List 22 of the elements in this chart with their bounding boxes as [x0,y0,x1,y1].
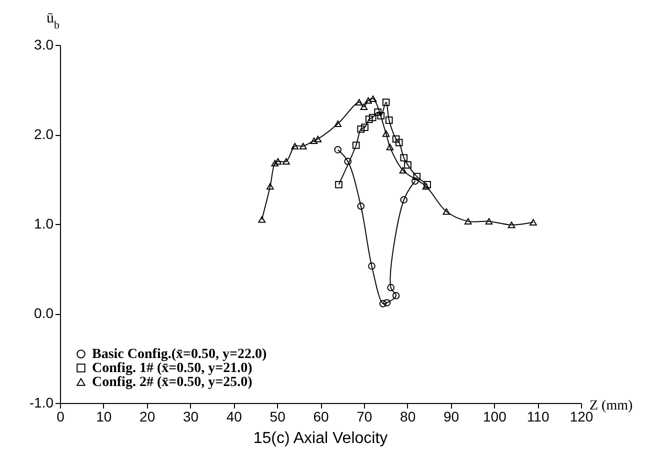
y-tick-label: 1.0 [34,216,54,232]
x-tick-label: 10 [96,408,112,424]
legend-label: Basic Config.(x̄=0.50, y=22.0) [92,347,267,362]
x-tick-label: 40 [226,408,242,424]
text: 15(c) Axial Velocity [253,430,388,447]
legend-label: Config. 2# (x̄=0.50, y=25.0) [92,375,253,390]
x-tick-label: 0 [56,408,65,424]
x-tick-label: 20 [140,408,156,424]
y-tick-label: 3.0 [34,36,54,52]
x-tick-label: 70 [356,408,372,424]
x-tick-label: 60 [313,408,329,424]
x-tick-label: 110 [526,408,550,424]
x-tick-label: 90 [443,408,460,424]
y-tick-label: 0.0 [34,305,54,321]
x-tick-label: 100 [482,408,507,424]
y-tick-label: -1.0 [29,394,54,410]
y-axis-title: ū$_{b}$ [46,10,60,32]
y-tick-label: 2.0 [34,126,54,142]
x-tick-label: 50 [270,408,286,424]
x-tick-label: 80 [400,408,416,424]
legend-label: Config. 1# (x̄=0.50, y=21.0) [92,361,253,376]
x-tick-label: 30 [182,408,199,424]
